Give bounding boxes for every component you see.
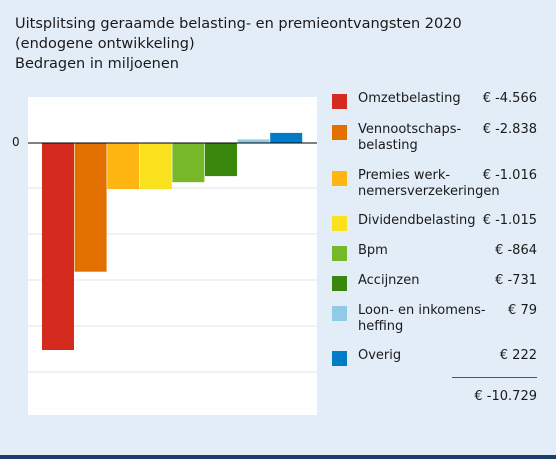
total-value: € -10.729 bbox=[474, 389, 537, 404]
bar-1 bbox=[74, 143, 107, 272]
bar-2 bbox=[107, 143, 140, 190]
bar-5 bbox=[205, 143, 237, 177]
y-axis-zero-label: 0 bbox=[12, 135, 20, 149]
bar-6 bbox=[237, 139, 270, 143]
chart-subtitle: (endogene ontwikkeling) bbox=[15, 36, 195, 52]
bar-4 bbox=[172, 143, 205, 183]
chart-unit-note: Bedragen in miljoenen bbox=[15, 56, 179, 72]
bar-0 bbox=[42, 143, 74, 350]
chart-title: Uitsplitsing geraamde belasting- en prem… bbox=[15, 16, 462, 32]
bar-3 bbox=[139, 143, 172, 189]
total-separator-line bbox=[452, 377, 537, 378]
bottom-border bbox=[0, 455, 556, 459]
chart-title-block: Uitsplitsing geraamde belasting- en prem… bbox=[15, 14, 462, 74]
bar-7 bbox=[270, 132, 303, 143]
